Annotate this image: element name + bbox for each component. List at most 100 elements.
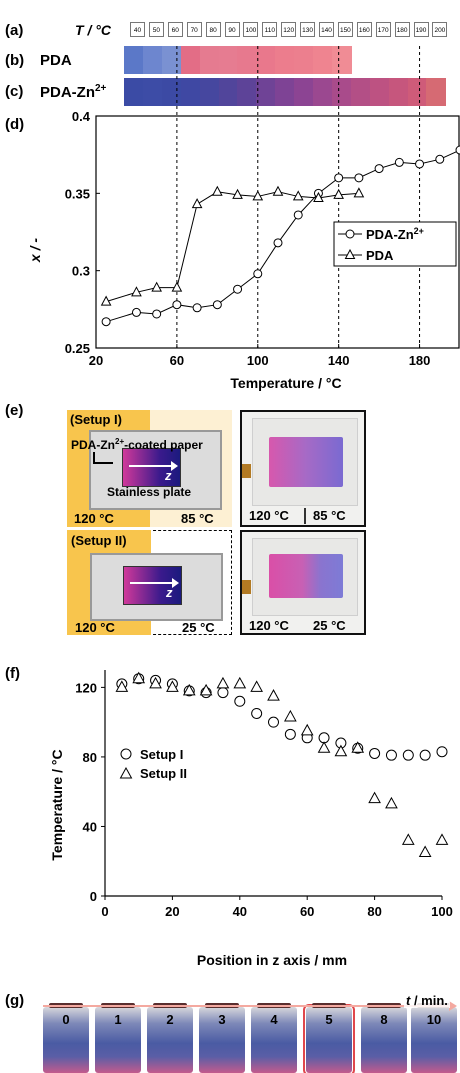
chart-d-point-triangle <box>272 185 284 196</box>
chart-d-point-triangle <box>252 190 264 201</box>
chart-f-point-circle <box>284 728 296 740</box>
pda-swatch <box>294 46 314 74</box>
temp-cell: 190 <box>413 22 429 37</box>
chart-f-ytick-label: 40 <box>83 819 97 834</box>
pda-swatch <box>275 46 296 74</box>
chart-d-point-triangle <box>333 188 344 199</box>
chart-f-point-triangle <box>149 676 162 689</box>
panel-label-a: (a) <box>5 22 24 39</box>
pda-zn-swatch <box>331 78 352 106</box>
vial-time-label: 4 <box>270 1012 278 1027</box>
time-label-unit: / min. <box>410 993 448 1008</box>
vial: 2 <box>147 1003 193 1073</box>
legend-circle-marker <box>120 748 132 760</box>
temp-cell: 140 <box>319 22 334 37</box>
chart-d-xtick-label: 180 <box>409 353 431 368</box>
chart-d-point-circle <box>354 173 364 183</box>
temp-row-title: T / °C <box>75 22 111 38</box>
temp-cell: 160 <box>356 22 372 37</box>
z-label-2: z <box>166 585 173 600</box>
pda-swatch <box>124 46 144 74</box>
pda-zn-swatch <box>426 78 447 106</box>
vial-time-label: 2 <box>166 1012 174 1027</box>
chart-f-xtick-label: 80 <box>367 904 381 919</box>
temp-cell: 180 <box>394 22 410 37</box>
chart-d-point-circle <box>131 307 141 317</box>
chart-d-point-circle <box>394 157 404 167</box>
temp-cell: 170 <box>375 22 391 37</box>
chart-d-xtick-label: 20 <box>89 353 103 368</box>
chart-f-xtick-label: 40 <box>233 904 247 919</box>
legend-circle-marker <box>345 229 355 239</box>
chart-d-point-circle <box>273 238 283 248</box>
temp-cell: 70 <box>186 22 202 37</box>
pda-zn-strip-label: PDA-Zn2+ <box>40 83 107 101</box>
chart-f-ytick-label: 80 <box>83 750 97 765</box>
pda-swatch <box>331 46 352 74</box>
chart-d-xtick-label: 140 <box>328 353 350 368</box>
pda-swatch <box>199 46 220 74</box>
temp-cell: 150 <box>337 22 353 37</box>
legend-label-pda: PDA <box>366 248 394 263</box>
chart-d-xlabel: Temperature / °C <box>230 375 341 391</box>
chart-f-point-triangle <box>216 676 230 689</box>
photo2-hot-temp: 120 °C <box>249 618 289 633</box>
pda-zn-swatch <box>142 78 163 106</box>
z-label-1: z <box>165 468 172 483</box>
vial: 8 <box>361 1003 407 1073</box>
pda-swatch <box>180 46 201 74</box>
z-arrow-head <box>171 461 178 471</box>
chart-d-point-triangle <box>232 188 243 199</box>
chart-d-xtick-label: 100 <box>247 353 269 368</box>
pda-zn-swatch <box>124 78 144 106</box>
pda-zn-swatch <box>388 78 409 106</box>
chart-f-point-circle <box>369 747 381 759</box>
photo1-cold-temp: 85 °C <box>313 508 346 523</box>
chart-f-point-triangle <box>401 833 415 845</box>
chart-f-ylabel: Temperature / °C <box>49 749 65 860</box>
temp-cell: 120 <box>281 22 297 37</box>
chart-f-point-triangle <box>132 671 146 684</box>
chart-d-point-triangle <box>212 185 223 196</box>
temp-cell: 50 <box>148 22 164 37</box>
setup1-paper-label: PDA-Zn2+-coated paper <box>71 437 203 452</box>
setup1-photo: 120 °C 85 °C <box>240 410 366 527</box>
chart-f-point-circle <box>402 749 414 761</box>
legend-label-pda-zn: PDA-Zn2+ <box>366 226 424 242</box>
time-arrow-line <box>43 1005 451 1007</box>
chart-d-point-circle <box>293 210 303 220</box>
chart-d-point-triangle <box>171 281 183 292</box>
pda-swatch <box>313 46 333 74</box>
photo1-paper <box>269 437 343 487</box>
panel-label-g: (g) <box>5 992 25 1009</box>
temp-cell: 110 <box>262 22 278 37</box>
chart-f-point-triangle <box>233 676 247 689</box>
pda-zn-swatch <box>180 78 201 106</box>
chart-d-point-circle <box>334 173 344 183</box>
chart-f-point-triangle <box>284 709 297 722</box>
pda-zn-swatch <box>294 78 314 106</box>
chart-f-point-triangle <box>250 680 263 692</box>
setup2-diagram: z (Setup II) 120 °C 25 °C <box>67 530 232 635</box>
chart-d-ytick-label: 0.25 <box>65 341 90 356</box>
panel-label-f: (f) <box>5 665 20 682</box>
chart-d-point-circle <box>253 269 263 279</box>
pda-zn-swatch <box>369 78 390 106</box>
chart-d-point-triangle <box>100 295 112 306</box>
chart-f-point-triangle <box>300 723 314 736</box>
chart-f-point-triangle <box>199 683 213 696</box>
temp-cell: 80 <box>205 22 221 37</box>
photo1-hot-temp: 120 °C <box>249 508 289 523</box>
setup2-photo: 120 °C 25 °C <box>240 530 366 635</box>
time-arrow-head <box>449 1001 457 1011</box>
pda-swatch <box>256 46 277 74</box>
chart-d-ytick-label: 0.4 <box>72 110 91 124</box>
temp-cell: 40 <box>130 22 145 37</box>
temp-cell: 100 <box>243 22 259 37</box>
pda-zn-swatch <box>256 78 277 106</box>
chart-f-point-circle <box>419 749 431 761</box>
chart-f-point-circle <box>436 746 448 758</box>
legend-label-setup2: Setup II <box>140 766 187 781</box>
chart-f-point-triangle <box>368 791 381 804</box>
vial: 4 <box>251 1003 297 1073</box>
